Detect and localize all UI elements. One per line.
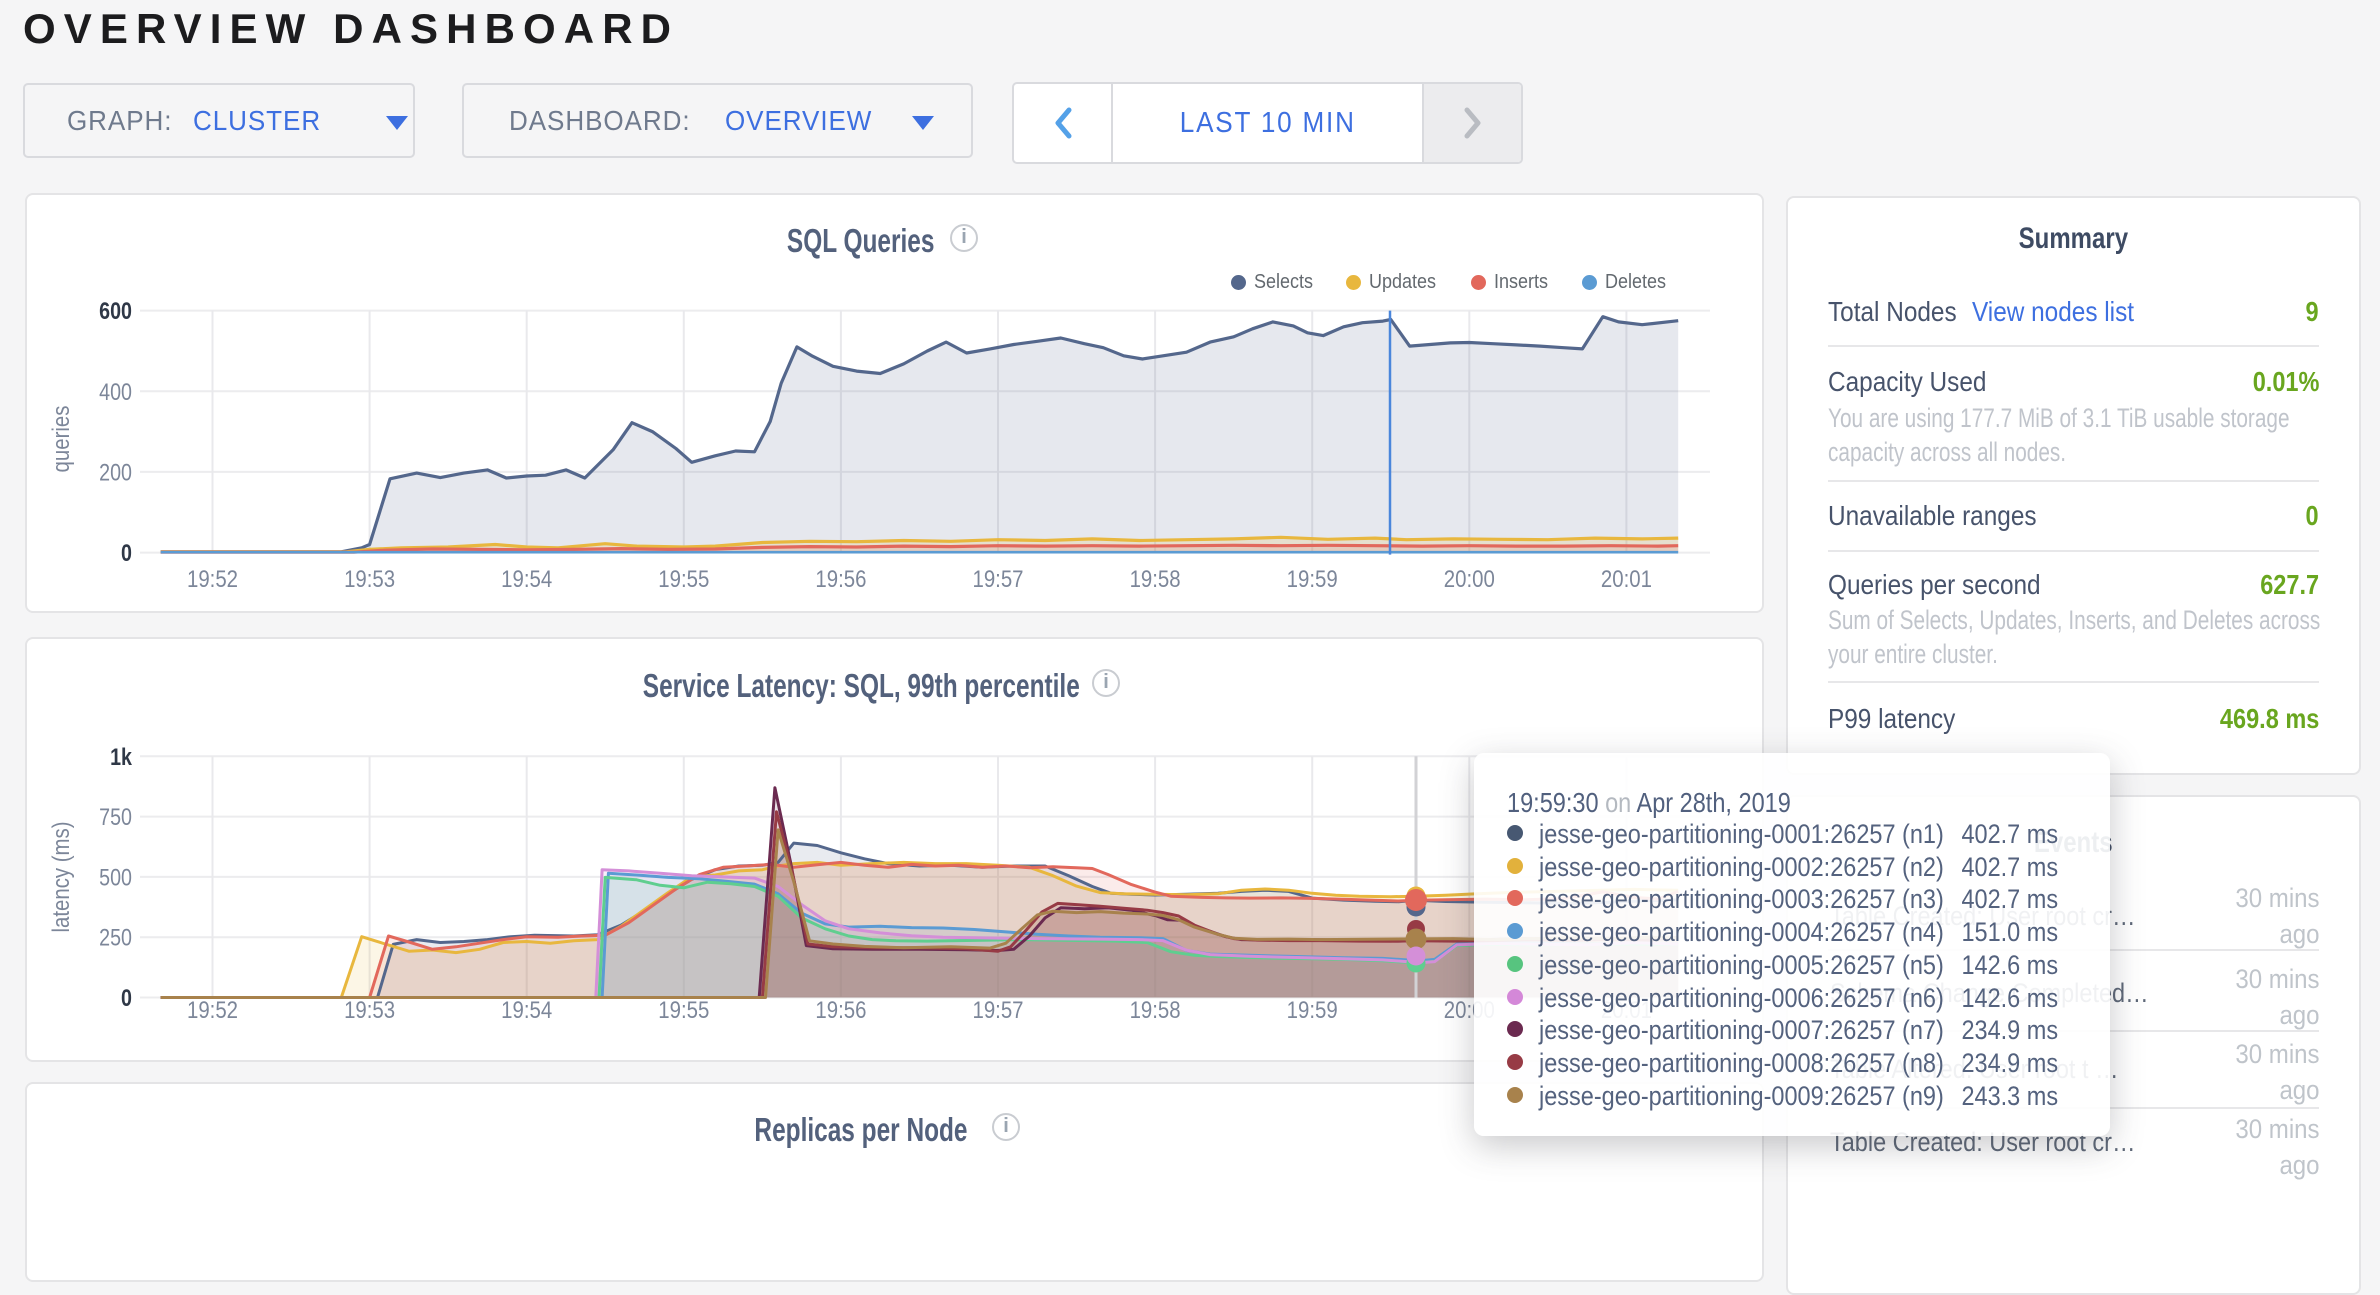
svg-text:19:59: 19:59 [1287, 996, 1338, 1023]
svg-text:1k: 1k [110, 743, 133, 770]
svg-text:600: 600 [99, 297, 132, 324]
svg-text:19:56: 19:56 [815, 996, 866, 1023]
svg-text:19:53: 19:53 [344, 996, 395, 1023]
svg-text:queries: queries [47, 406, 74, 473]
svg-text:20:00: 20:00 [1444, 565, 1495, 592]
svg-text:19:58: 19:58 [1130, 996, 1181, 1023]
svg-text:200: 200 [99, 459, 132, 486]
svg-text:latency (ms): latency (ms) [47, 821, 74, 932]
svg-text:19:52: 19:52 [187, 565, 238, 592]
svg-text:250: 250 [99, 924, 132, 951]
svg-text:19:57: 19:57 [972, 996, 1023, 1023]
svg-text:19:54: 19:54 [501, 565, 552, 592]
svg-text:19:55: 19:55 [658, 996, 709, 1023]
svg-text:0: 0 [121, 984, 132, 1011]
svg-text:19:56: 19:56 [815, 565, 866, 592]
svg-text:19:59: 19:59 [1287, 565, 1338, 592]
svg-text:750: 750 [99, 803, 132, 830]
svg-text:500: 500 [99, 864, 132, 891]
svg-text:19:52: 19:52 [187, 996, 238, 1023]
svg-text:19:55: 19:55 [658, 565, 709, 592]
svg-text:20:01: 20:01 [1601, 565, 1652, 592]
svg-text:19:58: 19:58 [1130, 565, 1181, 592]
svg-text:400: 400 [99, 378, 132, 405]
svg-text:19:57: 19:57 [972, 565, 1023, 592]
svg-text:19:53: 19:53 [344, 565, 395, 592]
svg-text:19:54: 19:54 [501, 996, 552, 1023]
svg-text:0: 0 [121, 539, 132, 566]
